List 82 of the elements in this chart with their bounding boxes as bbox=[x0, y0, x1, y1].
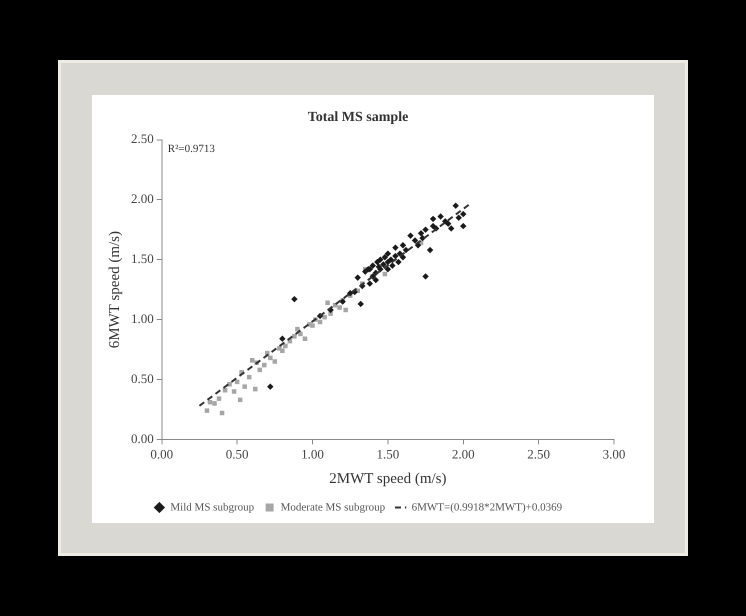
point bbox=[384, 266, 392, 272]
point bbox=[204, 408, 210, 413]
x-tick-label: 0.00 bbox=[150, 446, 174, 462]
point bbox=[346, 290, 354, 296]
point bbox=[212, 401, 217, 406]
point bbox=[395, 258, 402, 266]
point bbox=[337, 305, 342, 310]
point bbox=[268, 356, 273, 360]
point bbox=[291, 296, 298, 302]
point bbox=[402, 246, 410, 254]
x-tick-label: 1.00 bbox=[301, 446, 324, 462]
point bbox=[250, 358, 254, 363]
point bbox=[283, 344, 288, 348]
point bbox=[262, 362, 267, 368]
point bbox=[322, 314, 327, 320]
point bbox=[302, 336, 308, 341]
point bbox=[380, 261, 387, 268]
point bbox=[295, 326, 300, 332]
point bbox=[382, 254, 388, 260]
point bbox=[238, 398, 242, 402]
chart-title: Total MS sample bbox=[308, 110, 408, 126]
annotation: R²=0.9713 bbox=[168, 143, 216, 156]
x-tick-label: 2.50 bbox=[527, 446, 550, 462]
point bbox=[252, 386, 258, 392]
y-tick-label: 1.00 bbox=[131, 310, 154, 326]
y-tick-label: 0.50 bbox=[131, 370, 154, 386]
point bbox=[422, 273, 429, 280]
point bbox=[422, 226, 429, 233]
point bbox=[242, 384, 247, 389]
point bbox=[456, 214, 462, 221]
point bbox=[437, 213, 444, 220]
point bbox=[382, 272, 388, 276]
point bbox=[279, 336, 286, 342]
x-tick-label: 0.50 bbox=[226, 446, 248, 462]
point bbox=[216, 396, 222, 401]
x-tick-label: 3.00 bbox=[602, 446, 626, 462]
point bbox=[272, 359, 278, 364]
point bbox=[430, 216, 436, 222]
point bbox=[389, 262, 396, 269]
point bbox=[418, 230, 424, 236]
point bbox=[246, 374, 252, 380]
point bbox=[377, 256, 384, 263]
y-tick-label: 0.00 bbox=[131, 430, 154, 446]
point bbox=[343, 308, 348, 312]
point bbox=[392, 244, 399, 251]
point bbox=[267, 383, 274, 390]
y-tick-label: 1.50 bbox=[131, 251, 154, 266]
point bbox=[392, 252, 399, 260]
x-tick-label: 1.50 bbox=[376, 446, 400, 462]
y-tick-label: 2.00 bbox=[131, 191, 154, 206]
point bbox=[460, 222, 466, 230]
point bbox=[222, 388, 228, 393]
point bbox=[354, 274, 361, 281]
point bbox=[325, 300, 330, 306]
legend-label: Moderate MS subgroup bbox=[280, 501, 386, 514]
point bbox=[366, 280, 373, 287]
point bbox=[292, 334, 297, 339]
point bbox=[370, 262, 376, 269]
point bbox=[280, 348, 285, 353]
legend-label: 6MWT=(0.9918*2MWT)+0.0369 bbox=[412, 501, 563, 514]
point bbox=[412, 237, 418, 244]
point bbox=[460, 210, 466, 218]
point bbox=[318, 320, 322, 324]
point bbox=[234, 380, 240, 384]
point bbox=[444, 220, 452, 227]
point bbox=[310, 323, 315, 328]
y-tick-label: 2.50 bbox=[131, 131, 154, 146]
point bbox=[232, 389, 236, 394]
point bbox=[257, 368, 262, 372]
point bbox=[452, 202, 459, 209]
point bbox=[400, 242, 406, 248]
x-axis-title: 2MWT speed (m/s) bbox=[329, 470, 446, 487]
point bbox=[220, 410, 224, 416]
legend-label: Mild MS subgroup bbox=[170, 501, 255, 514]
y-axis-title: 6MWT speed (m/s) bbox=[106, 230, 123, 348]
point bbox=[407, 232, 414, 239]
point bbox=[448, 225, 454, 232]
point bbox=[372, 276, 380, 284]
x-tick-label: 2.00 bbox=[452, 446, 475, 462]
point bbox=[426, 246, 434, 254]
point bbox=[384, 250, 392, 257]
point bbox=[208, 400, 212, 405]
